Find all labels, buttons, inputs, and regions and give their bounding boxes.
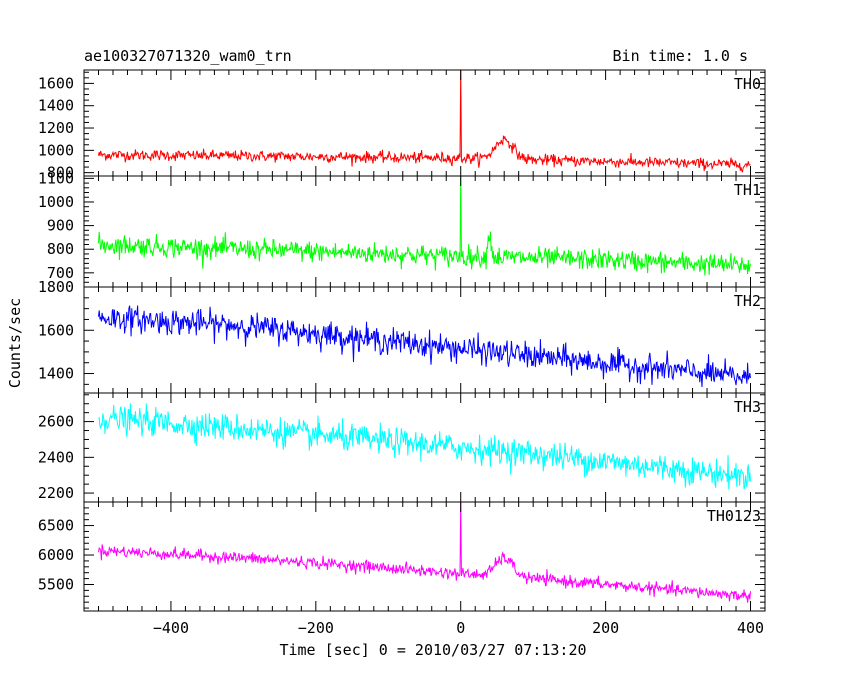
y-tick-label: 6000 bbox=[38, 546, 74, 564]
panels: 800 1000 1200 1400 1600 TH0 700 800 900 1000 1100 T… bbox=[38, 69, 766, 637]
panel-frame bbox=[83, 175, 766, 288]
y-tick-label: 800 bbox=[47, 164, 74, 182]
series-line-th2 bbox=[97, 305, 752, 387]
panel-frame bbox=[83, 69, 766, 177]
x-tick-label: 200 bbox=[592, 619, 619, 637]
y-tick-label: 1800 bbox=[38, 278, 74, 296]
panel-label: TH2 bbox=[734, 292, 761, 310]
y-tick-label: 1000 bbox=[38, 193, 74, 211]
y-tick-label: 2400 bbox=[38, 448, 74, 466]
panel-frame bbox=[83, 286, 766, 394]
y-tick-label: 1600 bbox=[38, 74, 74, 92]
y-tick-label: 1600 bbox=[38, 321, 74, 339]
y-tick-label: 1100 bbox=[38, 169, 74, 187]
series-line-th0 bbox=[98, 70, 751, 173]
y-tick-label: 2600 bbox=[38, 413, 74, 431]
y-tick-label: 1000 bbox=[38, 141, 74, 159]
panel-th0123: 5500 6000 6500 TH0123 bbox=[38, 501, 766, 612]
y-tick-label: 5500 bbox=[38, 575, 74, 593]
y-tick-label: 1200 bbox=[38, 119, 74, 137]
x-tick-label: 400 bbox=[737, 619, 764, 637]
y-tick-label: 2200 bbox=[38, 484, 74, 502]
series-line-th1 bbox=[97, 176, 751, 276]
y-tick-label: 800 bbox=[47, 240, 74, 258]
bin-time-label: Bin time: 1.0 s bbox=[613, 47, 748, 65]
x-tick-label: −400 bbox=[153, 619, 189, 637]
panel-th0: 800 1000 1200 1400 1600 TH0 bbox=[38, 69, 766, 182]
y-tick-label: 900 bbox=[47, 217, 74, 235]
y-tick-label: 1400 bbox=[38, 97, 74, 115]
series-line-th3 bbox=[98, 403, 752, 490]
y-tick-label: 1400 bbox=[38, 365, 74, 383]
panel-frame bbox=[83, 501, 766, 612]
series-line-th0123 bbox=[97, 502, 752, 603]
panel-label: TH0123 bbox=[707, 507, 761, 525]
y-axis-label: Counts/sec bbox=[6, 298, 24, 388]
x-tick-label: 0 bbox=[456, 619, 465, 637]
panel-th2: 1400 1600 1800 TH2 bbox=[38, 278, 766, 394]
x-axis-label: Time [sec] 0 = 2010/03/27 07:13:20 bbox=[279, 641, 586, 659]
y-tick-label: 700 bbox=[47, 264, 74, 282]
panel-label: TH3 bbox=[734, 398, 761, 416]
x-tick-label: −200 bbox=[298, 619, 334, 637]
y-tick-label: 6500 bbox=[38, 517, 74, 535]
chart-title: ae100327071320_wam0_trn bbox=[84, 47, 292, 65]
panel-th1: 700 800 900 1000 1100 TH1 bbox=[38, 169, 766, 288]
panel-label: TH0 bbox=[734, 75, 761, 93]
panel-th3: 2200 2400 2600 TH3 bbox=[38, 392, 766, 503]
panel-label: TH1 bbox=[734, 181, 761, 199]
